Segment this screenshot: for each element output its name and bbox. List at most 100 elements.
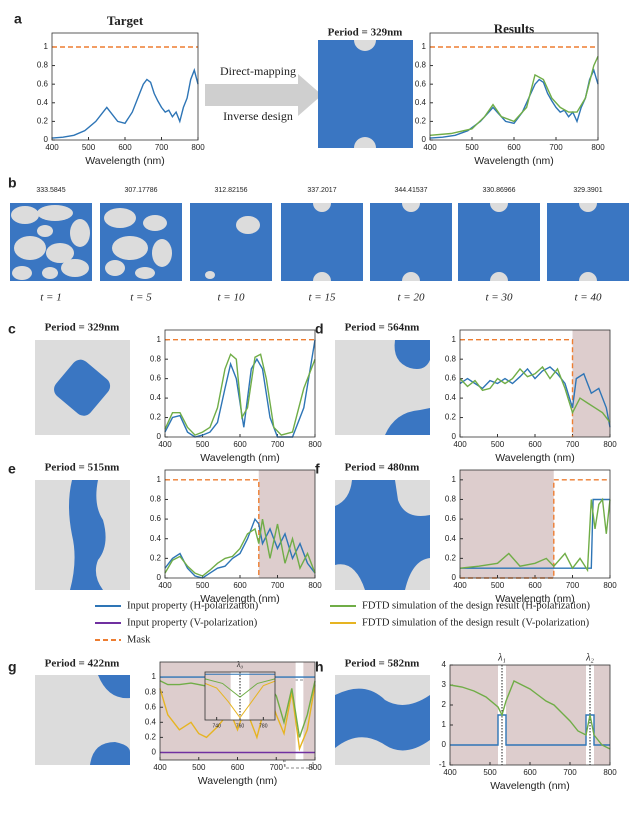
x-tick-label: 400 (443, 768, 457, 777)
x-tick-label: 600 (231, 763, 245, 772)
pattern (547, 194, 629, 290)
x-tick-label: 500 (82, 143, 96, 152)
shaded-region (460, 470, 554, 578)
reference-label: λ₂ (585, 652, 594, 663)
chart: 740 760 780 λ₀ (204, 660, 276, 729)
x-tick-label: 400 (158, 440, 172, 449)
pattern-title: Period = 582nm (345, 658, 420, 670)
y-tick-label: 0.2 (150, 553, 162, 562)
x-tick-label: 500 (465, 143, 479, 152)
x-tick-label: 700 (566, 440, 580, 449)
y-tick-label: 0.8 (150, 354, 162, 363)
x-tick-label: 600 (528, 440, 542, 449)
y-tick-label: 0.2 (150, 413, 162, 422)
x-tick-label: 780 (259, 723, 268, 729)
step-score: 344.41537 (394, 187, 427, 194)
arrow (205, 74, 322, 116)
y-tick-label: 0 (44, 135, 49, 144)
y-tick-label: 0.4 (150, 534, 162, 543)
pattern (35, 675, 130, 765)
panel-label: c (8, 321, 16, 337)
pattern (35, 340, 130, 435)
pattern-blob (205, 271, 215, 279)
series-line (460, 479, 610, 579)
pattern-blob (143, 215, 167, 231)
series-line (204, 678, 276, 698)
pattern-blob (104, 208, 136, 228)
x-tick-label: 800 (603, 440, 617, 449)
y-tick-label: 3 (442, 680, 447, 689)
shaded-region (594, 665, 610, 765)
chart: 0 0.2 0.4 0.6 0.8 1 400 500 600 700 800 Wavelength … (150, 469, 322, 605)
x-tick-label: 700 (271, 581, 285, 590)
y-tick-label: 0.6 (415, 79, 427, 88)
x-tick-label: 700 (549, 143, 563, 152)
step-label: t = 1 (40, 292, 61, 304)
series-line (164, 518, 316, 577)
y-tick-label: 0.2 (145, 732, 157, 741)
axes-frame (429, 32, 599, 141)
axes-frame (51, 32, 199, 141)
pattern-blob (42, 267, 58, 279)
step-label: t = 40 (575, 292, 602, 304)
series-line (459, 365, 611, 423)
y-tick-label: 0.8 (150, 495, 162, 504)
x-tick-label: 600 (507, 143, 521, 152)
x-tick-label: 700 (270, 763, 284, 772)
axes-frame (164, 469, 316, 579)
legend-label: Input property (V-polarization) (127, 617, 258, 628)
y-tick-label: 2 (442, 700, 447, 709)
pattern (335, 675, 430, 765)
pattern-blob (37, 225, 53, 237)
y-tick-label: 1 (422, 42, 427, 51)
step-score: 337.2017 (307, 187, 336, 194)
x-tick-label: 800 (308, 763, 322, 772)
y-tick-label: 0 (452, 573, 457, 582)
shaded-region (572, 330, 610, 437)
step-label: t = 10 (218, 292, 245, 304)
panel-label: e (8, 461, 16, 477)
x-tick-label: 800 (603, 581, 617, 590)
shaded-region (303, 662, 315, 760)
y-tick-label: 0.4 (145, 717, 157, 726)
y-tick-label: 0.2 (445, 413, 457, 422)
panel-label: b (8, 175, 17, 191)
y-tick-label: 0.6 (150, 374, 162, 383)
step-label: t = 20 (398, 292, 425, 304)
y-tick-label: 1 (452, 335, 457, 344)
x-axis-label: Wavelength (nm) (490, 780, 570, 792)
x-tick-label: 600 (523, 768, 537, 777)
x-tick-label: 800 (308, 581, 322, 590)
x-tick-label: 700 (271, 440, 285, 449)
step-score: 329.3901 (573, 187, 602, 194)
x-tick-label: 800 (603, 768, 617, 777)
y-tick-label: 0.4 (445, 534, 457, 543)
y-tick-label: 0.2 (445, 553, 457, 562)
pattern-title: Period = 515nm (45, 462, 120, 474)
x-tick-label: 800 (308, 440, 322, 449)
series-line (449, 680, 611, 750)
x-tick-label: 600 (233, 440, 247, 449)
y-tick-label: 1 (152, 672, 157, 681)
y-tick-label: 0.6 (445, 514, 457, 523)
pattern-blob (112, 236, 148, 260)
x-tick-label: 400 (453, 440, 467, 449)
x-tick-label: 500 (491, 581, 505, 590)
x-tick-label: 500 (196, 440, 210, 449)
y-tick-label: 0.8 (37, 61, 49, 70)
pattern (458, 194, 540, 290)
pattern (281, 194, 363, 290)
pattern-blob (105, 260, 125, 276)
panel-label: f (315, 461, 320, 477)
y-tick-label: 1 (157, 335, 162, 344)
pattern-blob (236, 216, 260, 234)
series-line (51, 67, 199, 139)
x-tick-label: 500 (196, 581, 210, 590)
chart: Results 0 0.2 0.4 0.6 0.8 1 400 500 600 700 800 Wave… (415, 21, 605, 167)
y-tick-label: 0.8 (145, 687, 157, 696)
mask-cap (0, 281, 639, 290)
y-tick-label: 0.8 (445, 354, 457, 363)
pattern (318, 0, 413, 162)
panel-label: h (315, 659, 324, 675)
